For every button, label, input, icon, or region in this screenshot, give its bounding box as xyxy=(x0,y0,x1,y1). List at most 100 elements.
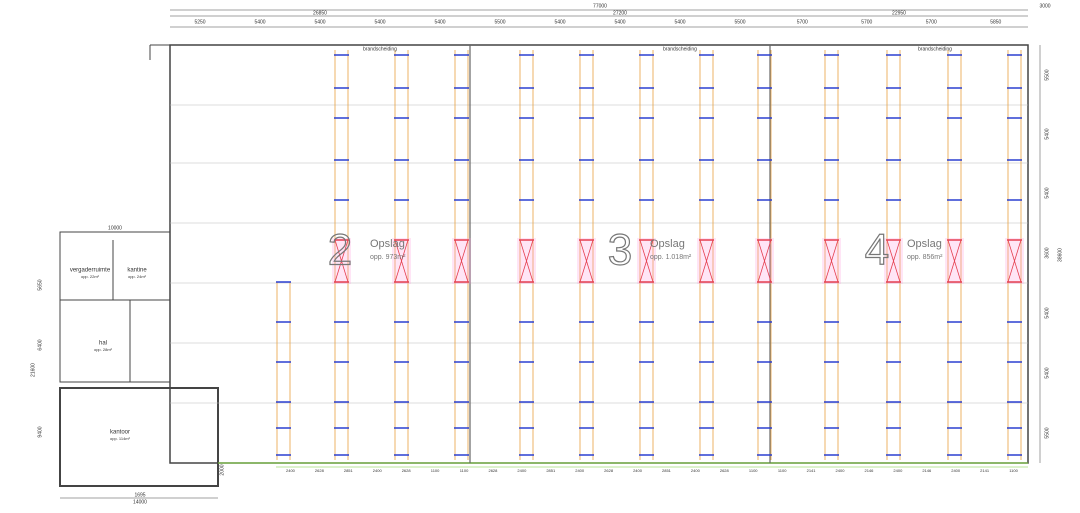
crossbrace xyxy=(579,239,594,283)
label: 5250 xyxy=(194,19,205,25)
label: kantine xyxy=(127,268,147,274)
label: 5400 xyxy=(614,19,625,25)
crossbrace xyxy=(639,239,654,283)
label: 5500 xyxy=(494,19,505,25)
label: 5500 xyxy=(1044,427,1050,438)
label: 2400 xyxy=(373,468,383,473)
label: 9400 xyxy=(37,426,43,437)
label: Opslag xyxy=(370,238,405,250)
label: hal xyxy=(99,341,107,347)
label: 1100 xyxy=(749,468,758,473)
label: 5400 xyxy=(1044,187,1050,198)
label: 2851 xyxy=(662,468,672,473)
label: 4 xyxy=(865,226,889,275)
label: 3 xyxy=(608,226,632,275)
label: 5400 xyxy=(554,19,565,25)
rack-bg xyxy=(697,238,716,284)
rack-bg xyxy=(822,238,841,284)
label: opp. 973m² xyxy=(370,254,406,261)
label: 3600 xyxy=(1044,247,1050,258)
rack-bg xyxy=(755,238,774,284)
label: 5700 xyxy=(926,19,937,25)
label: opp. 24m² xyxy=(128,274,147,279)
label: 2400 xyxy=(836,468,846,473)
crossbrace xyxy=(334,239,349,283)
label: 2628 xyxy=(315,468,325,473)
label: Opslag xyxy=(650,238,685,250)
label: 5500 xyxy=(734,19,745,25)
rack-bg xyxy=(637,238,656,284)
label: 2400 xyxy=(893,468,903,473)
label: 2628 xyxy=(604,468,614,473)
crossbrace xyxy=(699,239,714,283)
crossbrace xyxy=(886,239,901,283)
label: brandscheiding xyxy=(918,46,952,52)
label: 5400 xyxy=(374,19,385,25)
crossbrace xyxy=(519,239,534,283)
label: 2000 xyxy=(219,464,225,475)
rack-bg xyxy=(945,238,964,284)
label: opp. 856m² xyxy=(907,254,943,261)
label: 2400 xyxy=(951,468,961,473)
label: 2628 xyxy=(720,468,730,473)
label: 10000 xyxy=(108,225,122,231)
label: 5400 xyxy=(1044,128,1050,139)
label: 2851 xyxy=(344,468,354,473)
label: 2141 xyxy=(807,468,817,473)
label: 2628 xyxy=(402,468,412,473)
label: Opslag xyxy=(907,238,942,250)
label: 3000 xyxy=(1039,3,1050,9)
label: opp. 28m² xyxy=(94,347,113,352)
rack-bg xyxy=(392,238,411,284)
label: 5400 xyxy=(434,19,445,25)
label: 21600 xyxy=(30,363,36,377)
label: 5400 xyxy=(314,19,325,25)
label: brandscheiding xyxy=(363,46,397,52)
crossbrace xyxy=(454,239,469,283)
grid-lines xyxy=(170,45,1028,463)
label: 1100 xyxy=(1009,468,1018,473)
rack-bg xyxy=(452,238,471,284)
label: opp. 1.018m² xyxy=(650,254,692,261)
label: 77000 xyxy=(593,3,607,9)
label: 6400 xyxy=(37,339,43,350)
label: 2400 xyxy=(691,468,701,473)
label: 27200 xyxy=(613,10,627,16)
rack-bg xyxy=(1005,238,1024,284)
label: 5850 xyxy=(990,19,1001,25)
label: vergaderruimte xyxy=(70,268,111,274)
label: 1100 xyxy=(431,468,440,473)
rack-bg xyxy=(577,238,596,284)
label: 26850 xyxy=(313,10,327,16)
crossbrace xyxy=(1007,239,1022,283)
crossbrace xyxy=(947,239,962,283)
label: 2400 xyxy=(517,468,527,473)
label: 2141 xyxy=(980,468,990,473)
label: opp. 22m² xyxy=(81,274,100,279)
label: 5400 xyxy=(1044,307,1050,318)
label: 38600 xyxy=(1057,248,1063,262)
label: opp. 114m² xyxy=(110,436,131,441)
label: 22950 xyxy=(892,10,906,16)
crossbrace xyxy=(757,239,772,283)
label: kantoor xyxy=(110,430,130,436)
label: brandscheiding xyxy=(663,46,697,52)
crossbrace xyxy=(824,239,839,283)
label: 2851 xyxy=(546,468,556,473)
label: 5400 xyxy=(1044,367,1050,378)
racks xyxy=(276,50,1024,460)
label: 1100 xyxy=(778,468,787,473)
label: 2146 xyxy=(922,468,932,473)
label: 2400 xyxy=(575,468,585,473)
label: 5400 xyxy=(254,19,265,25)
building-outline xyxy=(59,44,1029,487)
label: 1695 xyxy=(134,492,145,498)
label: 5500 xyxy=(1044,69,1050,80)
rack-bg xyxy=(517,238,536,284)
label: 2400 xyxy=(633,468,643,473)
label: 5400 xyxy=(674,19,685,25)
rack-bg xyxy=(332,238,351,284)
label: 5650 xyxy=(37,279,43,290)
label: 5700 xyxy=(797,19,808,25)
